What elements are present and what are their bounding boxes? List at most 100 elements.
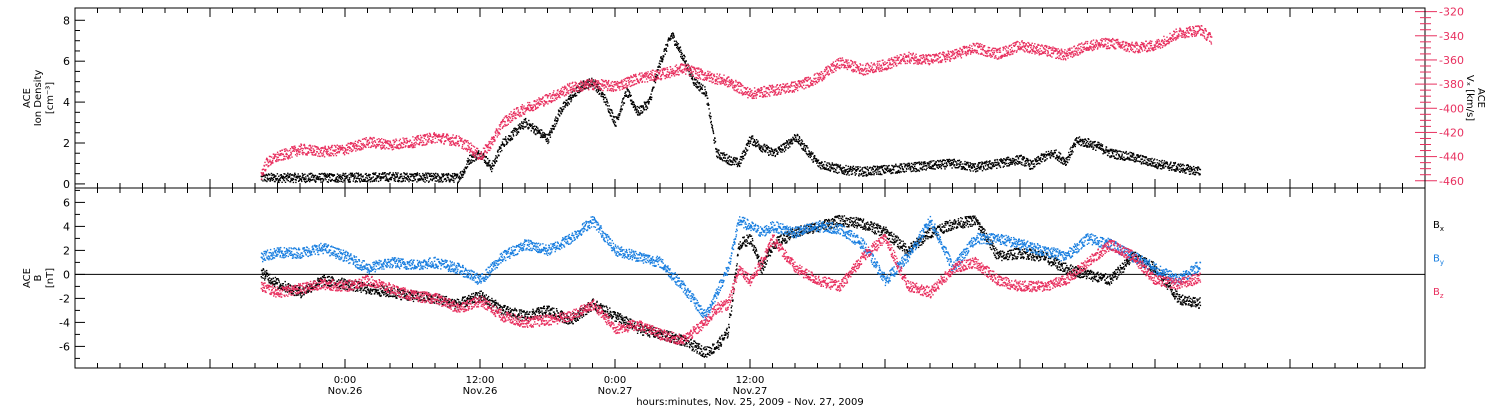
ion-density-series-point — [974, 169, 976, 171]
vx-series-point — [265, 168, 267, 171]
ion-density-series-point — [613, 123, 616, 125]
vx-series-point — [491, 141, 493, 143]
ion-density-series-point — [1039, 158, 1042, 160]
ion-density-series-point — [597, 90, 599, 92]
ion-density-series-point — [361, 179, 363, 181]
vx-series-point — [552, 92, 554, 94]
ion-density-series-point — [1044, 153, 1046, 155]
ion-density-series-point — [545, 140, 548, 143]
ion-density-series-point — [1175, 168, 1177, 170]
vx-series-point — [554, 97, 557, 99]
ion-density-series-point — [798, 136, 801, 138]
ion-density-series-point — [656, 74, 659, 76]
vx-series-point — [577, 83, 580, 85]
ion-density-series-point — [1068, 151, 1070, 154]
ion-density-series-point — [310, 179, 312, 181]
ion-density-series-point — [1064, 160, 1066, 162]
right-y-tick-label: -420 — [1439, 126, 1464, 139]
ion-density-series-point — [849, 170, 851, 172]
ion-density-series-point — [781, 149, 783, 152]
ion-density-series-point — [297, 175, 300, 177]
ion-density-series-point — [1081, 141, 1083, 143]
ion-density-series-point — [649, 97, 651, 99]
ion-density-series-point — [311, 175, 313, 177]
ion-density-series-point — [536, 132, 539, 134]
ion-density-series-point — [807, 147, 809, 149]
vx-series-point — [268, 155, 271, 158]
vx-series-point — [316, 146, 319, 148]
vx-series-point — [446, 133, 449, 135]
ion-density-series-point — [672, 32, 674, 34]
ion-density-series-point — [1118, 150, 1120, 152]
ion-density-series-point — [295, 181, 297, 184]
ion-density-series-point — [1073, 145, 1076, 147]
ion-density-series-point — [487, 162, 489, 164]
vx-series-point — [293, 150, 295, 152]
ion-density-series-point — [631, 102, 634, 104]
ion-density-series-point — [719, 152, 722, 154]
vx-series-point — [409, 146, 411, 148]
ion-density-series-point — [1174, 170, 1176, 172]
ion-density-series-point — [471, 161, 473, 163]
vx-series-point — [568, 85, 570, 87]
ion-density-series-point — [569, 98, 571, 101]
ion-density-series-point — [420, 176, 422, 178]
ion-density-series-point — [447, 176, 449, 179]
ion-density-series-point — [365, 176, 367, 179]
ion-density-series-point — [873, 170, 876, 172]
ion-density-series-point — [494, 157, 497, 159]
vx-series-point — [580, 87, 583, 90]
ion-density-series-point — [331, 173, 334, 176]
ion-density-series-point — [473, 156, 475, 158]
vx-series-point — [357, 141, 359, 144]
ion-density-series-point — [954, 167, 957, 169]
ion-density-series-point — [480, 155, 482, 158]
ion-density-series-point — [289, 181, 292, 183]
vx-series-point — [369, 137, 372, 139]
vx-series-point — [483, 152, 485, 154]
ion-density-series-point — [519, 123, 521, 125]
ion-density-series-point — [1180, 163, 1182, 165]
ion-density-series-point — [451, 179, 453, 181]
ion-density-series-point — [720, 158, 723, 160]
ion-density-series-point — [319, 178, 321, 180]
ion-density-series-point — [942, 163, 945, 166]
vx-series-point — [273, 156, 276, 158]
ion-density-series-point — [991, 162, 993, 164]
vx-series-point — [620, 85, 622, 88]
ion-density-series-point — [1107, 154, 1109, 157]
ion-density-series-point — [622, 98, 624, 100]
ion-density-series-point — [644, 101, 647, 104]
ion-density-series-point — [293, 178, 295, 181]
vx-series-point — [382, 145, 385, 147]
vx-series-point — [373, 144, 376, 146]
ion-density-series-point — [720, 157, 722, 159]
ion-density-series-point — [339, 180, 341, 183]
vx-series-point — [449, 142, 451, 144]
ion-density-series-point — [984, 161, 986, 164]
ion-density-series-point — [362, 180, 365, 182]
vx-series-point — [578, 86, 580, 88]
ion-density-series-point — [933, 160, 935, 162]
ion-density-series-point — [688, 71, 690, 73]
ion-density-series-point — [988, 162, 991, 164]
ion-density-series-point — [739, 162, 741, 165]
vx-series-point — [527, 101, 529, 104]
vx-series-point — [538, 104, 541, 106]
vx-series-point — [298, 153, 301, 156]
ion-density-series-point — [449, 180, 451, 182]
ion-density-series-point — [1171, 169, 1173, 171]
vx-series-point — [506, 124, 508, 126]
ion-density-series-point — [662, 57, 664, 59]
ion-density-series-point — [393, 179, 396, 182]
ion-density-series-point — [388, 173, 390, 176]
vx-series-point — [584, 80, 586, 83]
vx-series-point — [505, 124, 507, 126]
ion-density-series-point — [1112, 155, 1114, 157]
ion-density-series-point — [843, 167, 846, 169]
vx-series-point — [575, 82, 577, 85]
ion-density-series-point — [1083, 141, 1085, 143]
ion-density-series-point — [995, 164, 997, 166]
vx-series-point — [479, 153, 481, 155]
ion-density-series-point — [520, 127, 522, 129]
